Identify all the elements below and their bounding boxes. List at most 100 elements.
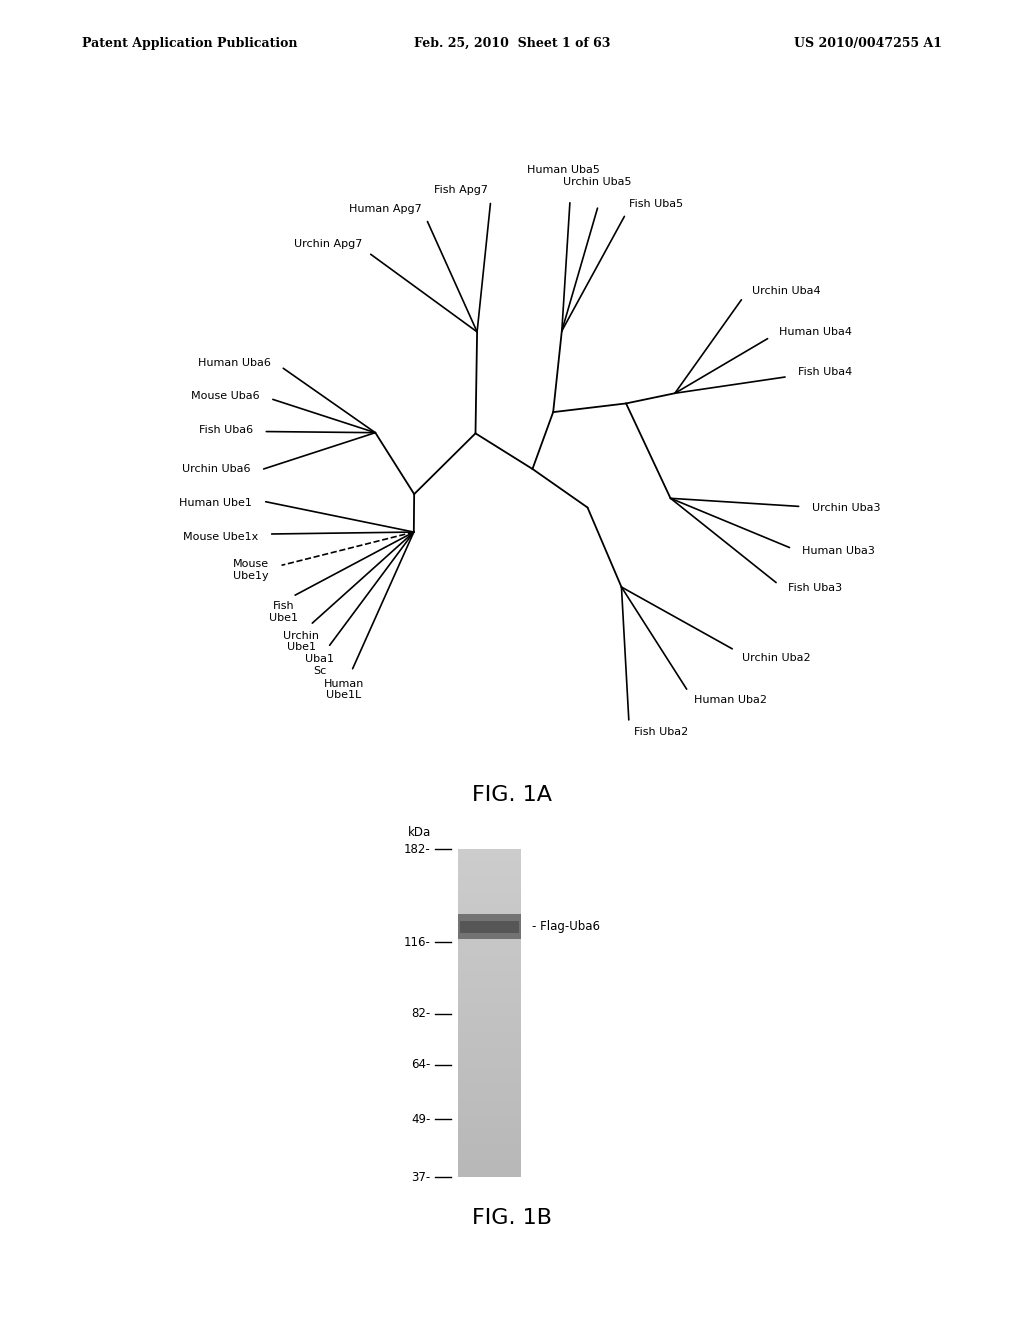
Bar (458, 1072, 521, 1076)
Bar (458, 935, 521, 939)
Bar (458, 1092, 521, 1096)
Bar (458, 974, 521, 977)
Bar (458, 859, 521, 862)
Bar (458, 1164, 521, 1167)
Text: US 2010/0047255 A1: US 2010/0047255 A1 (794, 37, 942, 50)
Text: Fish Uba6: Fish Uba6 (199, 425, 253, 434)
Bar (458, 1096, 521, 1098)
Bar (458, 879, 521, 882)
Text: Fish Uba4: Fish Uba4 (798, 367, 852, 378)
Text: Uba1
Sc: Uba1 Sc (305, 655, 334, 676)
Bar (458, 1014, 521, 1016)
Text: Urchin
Ube1: Urchin Ube1 (284, 631, 319, 652)
Text: Urchin Uba5: Urchin Uba5 (563, 177, 632, 187)
Bar (458, 987, 521, 990)
Text: 49-: 49- (412, 1113, 431, 1126)
Text: - Flag-Uba6: - Flag-Uba6 (532, 920, 600, 933)
Bar (458, 932, 521, 935)
Text: Human Uba6: Human Uba6 (198, 358, 270, 368)
Text: Human Ube1: Human Ube1 (179, 499, 252, 508)
Bar (458, 952, 521, 954)
Text: Urchin Uba2: Urchin Uba2 (742, 653, 811, 663)
Bar (458, 855, 521, 859)
Bar (458, 1122, 521, 1125)
Bar (458, 1053, 521, 1056)
Bar (458, 902, 521, 906)
Bar (458, 862, 521, 866)
Bar (458, 945, 521, 948)
Bar (458, 906, 521, 908)
Bar (460, 920, 519, 933)
Text: 116-: 116- (404, 936, 431, 949)
Bar (458, 1059, 521, 1063)
Bar (458, 1056, 521, 1059)
Text: 182-: 182- (404, 843, 431, 855)
Bar (458, 1027, 521, 1030)
Bar (458, 1138, 521, 1142)
Bar (458, 1155, 521, 1158)
Bar (458, 921, 521, 925)
Text: Human Uba3: Human Uba3 (803, 546, 876, 557)
Bar (458, 990, 521, 994)
Bar (458, 1036, 521, 1040)
Bar (458, 977, 521, 981)
Bar (458, 853, 521, 855)
Text: FIG. 1A: FIG. 1A (472, 785, 552, 805)
Bar (458, 1016, 521, 1020)
Bar (458, 1020, 521, 1023)
Bar (458, 1098, 521, 1102)
Bar (458, 1069, 521, 1072)
Bar (458, 1173, 521, 1177)
Bar (458, 873, 521, 875)
Bar (458, 928, 521, 932)
Bar (458, 1129, 521, 1131)
Bar (458, 1111, 521, 1115)
Bar (458, 919, 521, 921)
Text: kDa: kDa (408, 826, 431, 838)
Bar (458, 1003, 521, 1007)
Bar (458, 941, 521, 945)
Bar (458, 882, 521, 886)
Bar (458, 875, 521, 879)
Bar (458, 850, 521, 853)
Bar (458, 1078, 521, 1082)
Text: Patent Application Publication: Patent Application Publication (82, 37, 297, 50)
Bar (458, 1148, 521, 1151)
Bar (458, 1160, 521, 1164)
Bar (458, 895, 521, 899)
Bar (458, 1171, 521, 1173)
Text: FIG. 1B: FIG. 1B (472, 1208, 552, 1228)
Bar (458, 1010, 521, 1014)
Bar (458, 983, 521, 987)
Bar (458, 1102, 521, 1105)
Bar (458, 1063, 521, 1065)
Text: Fish
Ube1: Fish Ube1 (268, 602, 298, 623)
Bar (458, 1007, 521, 1010)
Bar (458, 957, 521, 961)
Bar (458, 1142, 521, 1144)
Bar (458, 1089, 521, 1092)
Text: Human Apg7: Human Apg7 (349, 205, 422, 214)
Bar (458, 1082, 521, 1085)
Bar (458, 1151, 521, 1155)
Bar (458, 1040, 521, 1043)
Text: Mouse
Ube1y: Mouse Ube1y (232, 560, 269, 581)
Bar (458, 997, 521, 1001)
Text: Mouse Uba6: Mouse Uba6 (191, 391, 260, 401)
Bar (458, 1144, 521, 1148)
Bar (458, 1158, 521, 1160)
Text: Human Uba2: Human Uba2 (694, 696, 767, 705)
Bar (458, 968, 521, 970)
Bar (458, 1118, 521, 1122)
Bar (458, 1076, 521, 1078)
Text: 64-: 64- (412, 1059, 431, 1071)
Text: 37-: 37- (412, 1171, 431, 1184)
Bar (458, 1125, 521, 1129)
Text: Human
Ube1L: Human Ube1L (324, 678, 364, 701)
Bar (458, 1105, 521, 1109)
Bar (458, 1023, 521, 1027)
Bar (458, 1001, 521, 1003)
Bar (458, 886, 521, 888)
Text: Human Uba4: Human Uba4 (779, 327, 852, 337)
Bar (458, 1034, 521, 1036)
